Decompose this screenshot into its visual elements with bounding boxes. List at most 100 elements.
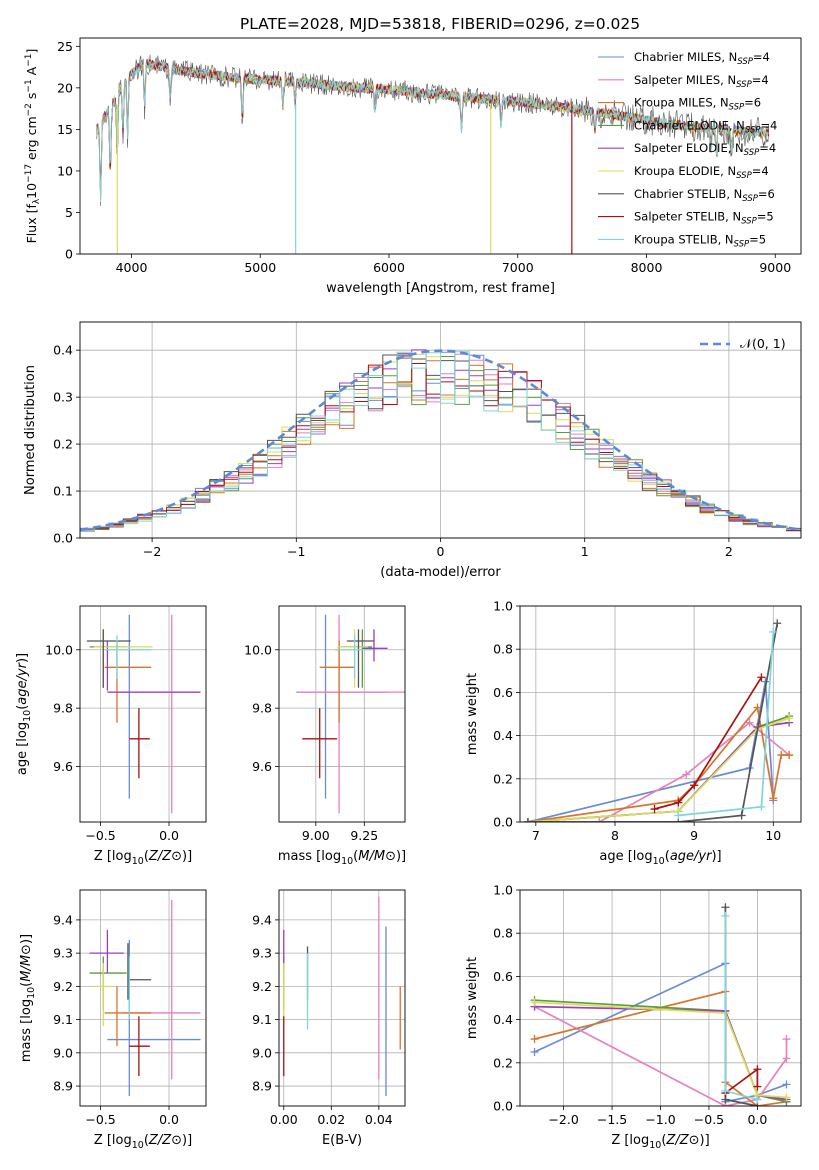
- legend-text: =6: [744, 96, 761, 110]
- axes-frame: [79, 321, 802, 539]
- y-axis-label: mass [log10(M/M⊙)]: [19, 934, 37, 1062]
- histogram-kroupa-stelib-n: [80, 351, 801, 534]
- weight-marker-chabrier-stelib-n: [721, 903, 730, 912]
- label-subscript: 10: [653, 856, 665, 867]
- label-part: )]: [19, 934, 34, 944]
- ytick-label: 0.4: [493, 728, 513, 743]
- legend-text: =4: [752, 164, 769, 178]
- xtick-label: 0.0: [747, 1112, 767, 1127]
- xtick-label: 9.25: [350, 828, 378, 843]
- ytick-label: 9.4: [53, 912, 73, 927]
- ytick-label: 9.8: [53, 701, 73, 716]
- spectrum-chabrier-stelib-n: [96, 54, 770, 206]
- errorbars-mass-vs-EBV: [283, 896, 401, 1097]
- legend-text: Salpeter STELIB, N: [634, 210, 741, 224]
- residual-legend: 𝒩(0, 1): [700, 336, 786, 351]
- axes-spectrum: 4000 5000 6000 7000 8000 9000 0 5 10 15 20 25 wavele…: [24, 37, 802, 296]
- figure-title: PLATE=2028, MJD=53818, FIBERID=0296, z=0…: [240, 15, 640, 33]
- weight-marker-kroupa-stelib-n: [674, 811, 683, 820]
- xtick-label: −1.0: [645, 1112, 675, 1127]
- lines-weight-vs-Z: [530, 903, 791, 1106]
- ytick-label: 0.2: [493, 1055, 513, 1070]
- weight-marker-salpeter-stelib-n: [690, 781, 699, 790]
- xtick-label: 0.04: [365, 1112, 393, 1127]
- x-axis-label: wavelength [Angstrom, rest frame]: [326, 281, 555, 296]
- legend-subscript: SSP: [736, 171, 752, 181]
- ytick-label: 15: [57, 122, 73, 137]
- xtick-label: 7: [532, 828, 540, 843]
- legend-text: Chabrier MILES, N: [634, 50, 737, 64]
- ytick-label: 8.9: [252, 1079, 272, 1094]
- legend-subscript: SSP: [729, 103, 745, 113]
- label-part: Z [log: [611, 1133, 649, 1148]
- weight-marker-kroupa-elodie-n: [530, 998, 539, 1007]
- y-label-part: 10: [24, 183, 39, 199]
- axes-frame: [278, 605, 406, 823]
- x-axis-label: age [log10(age/yr)]: [599, 849, 721, 867]
- ytick-label: 0.1: [53, 484, 73, 499]
- ytick-label: 0.6: [493, 685, 513, 700]
- legend-label-normal: 𝒩(0, 1): [740, 336, 786, 351]
- label-part: M/M⊙: [19, 944, 34, 982]
- label-part: )]: [15, 653, 30, 663]
- xtick-label: 4000: [116, 260, 148, 275]
- weight-marker-kroupa-stelib-n: [769, 627, 778, 636]
- legend-text: =5: [749, 232, 766, 246]
- label-part: Z [log: [94, 1133, 132, 1148]
- axes-frame: [278, 889, 406, 1107]
- label-part: M/M⊙: [358, 849, 396, 864]
- legend-subscript: SSP: [741, 217, 757, 227]
- legend-subscript: SSP: [745, 125, 761, 135]
- legend-subscript: SSP: [736, 80, 752, 90]
- weight-marker-salpeter-stelib-n: [753, 1065, 762, 1074]
- weight-marker-salpeter-miles-n: [595, 818, 604, 822]
- y-label-part: s: [24, 93, 39, 104]
- label-subscript: 10: [22, 710, 33, 722]
- ytick-label: 0.3: [53, 390, 73, 405]
- xtick-label: 9000: [759, 260, 791, 275]
- legend-text: =4: [759, 141, 776, 155]
- label-part: (: [353, 849, 358, 864]
- ytick-label: 9.4: [252, 912, 272, 927]
- legend-text: Salpeter MILES, N: [634, 73, 736, 87]
- legend-text: =6: [758, 187, 775, 201]
- weight-line-chabrier-stelib-n: [527, 623, 779, 822]
- ytick-label: 0.0: [493, 815, 513, 830]
- xtick-label: 6000: [373, 260, 405, 275]
- xtick-label: 1: [581, 544, 589, 559]
- label-part: Z/Z⊙: [148, 1133, 182, 1148]
- x-axis-label: E(B-V): [322, 1133, 362, 1148]
- legend-text: Kroupa MILES, N: [634, 96, 729, 110]
- ytick-label: 0.6: [493, 969, 513, 984]
- weight-marker-salpeter-stelib-n: [674, 798, 683, 807]
- weight-marker-salpeter-stelib-n: [650, 805, 659, 814]
- xtick-label: −2: [143, 544, 161, 559]
- xtick-label: 8: [611, 828, 619, 843]
- x-axis-label: Z [log10(Z/Z⊙)]: [611, 1133, 709, 1151]
- weight-marker-salpeter-miles-n: [682, 770, 691, 779]
- ytick-label: 0.0: [53, 531, 73, 546]
- label-part: (: [144, 849, 149, 864]
- weight-marker-kroupa-stelib-n: [753, 1095, 762, 1104]
- y-label-part: −2: [24, 103, 34, 116]
- x-axis-label: mass [log10(M/M⊙)]: [278, 849, 406, 867]
- weight-marker-kroupa-stelib-n: [721, 1086, 730, 1095]
- legend-text: Salpeter ELODIE, N: [634, 141, 744, 155]
- legend-text: Kroupa ELODIE, N: [634, 164, 736, 178]
- ytick-label: 0: [65, 247, 73, 262]
- legend-label-chabrier-miles-n: Chabrier MILES, NSSP=4: [634, 50, 770, 67]
- ytick-label: 1.0: [493, 883, 513, 898]
- y-label-part: λ: [32, 198, 42, 204]
- ytick-label: 0.4: [53, 343, 73, 358]
- label-subscript: 10: [132, 856, 144, 867]
- ytick-label: 25: [57, 39, 73, 54]
- ytick-label: 0.2: [493, 771, 513, 786]
- data-layer: [79, 54, 802, 1106]
- legend-text: Chabrier STELIB, N: [634, 187, 742, 201]
- legend-subscript: SSP: [734, 239, 750, 249]
- ytick-label: 9.0: [252, 1045, 272, 1060]
- ytick-label: 9.6: [252, 759, 272, 774]
- legend-subscript: SSP: [737, 57, 753, 67]
